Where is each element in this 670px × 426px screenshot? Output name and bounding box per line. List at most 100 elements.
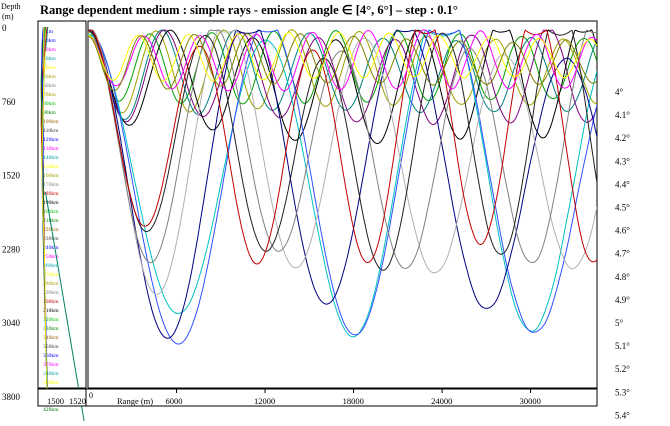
velocity-profile-panel: 0km 10km 20km 30km 40km 50km 60km 70km 80km 90km 1… — [37, 20, 87, 426]
angle-label: 4° — [615, 87, 624, 97]
profile-range-label: 20km — [43, 47, 56, 53]
profile-range-label: 350km — [43, 344, 59, 350]
profile-range-label: 90km — [43, 110, 56, 116]
angle-label: 4.2° — [615, 133, 630, 143]
ray-path-5.4° — [88, 33, 597, 91]
angle-label: 4.6° — [615, 226, 630, 236]
ray-path-5.2° — [88, 29, 597, 92]
depth-tick-label: 0 — [2, 23, 7, 33]
ray-plot-panel — [87, 20, 598, 389]
profile-range-label: 260km — [43, 263, 59, 269]
ray-path-4.5° — [88, 29, 597, 338]
profile-range-label: 390km — [43, 380, 59, 386]
range-tick-label: 24000 — [431, 396, 452, 406]
profile-range-label: 360km — [43, 353, 59, 359]
ray-path-4.6° — [88, 29, 597, 345]
ray-path-4.2° — [88, 29, 597, 120]
depth-tick-label: 760 — [2, 97, 16, 107]
profile-range-label: 10km — [43, 38, 56, 44]
velocity-tick-label: 1520 — [69, 396, 86, 406]
profile-range-label: 200km — [43, 209, 59, 215]
ray-path-4.3° — [88, 29, 597, 126]
range-origin-label: 0 — [89, 391, 93, 400]
profile-range-label: 340km — [43, 335, 59, 341]
ray-path-4.4° — [88, 29, 597, 144]
ray-path-5° — [88, 29, 597, 271]
profile-range-label: 180km — [43, 191, 59, 197]
range-axis-label: Range (m) — [117, 396, 153, 406]
profile-range-label: 300km — [43, 299, 59, 305]
profile-range-label: 230km — [43, 236, 59, 242]
profile-range-label: 310km — [43, 308, 59, 314]
profile-range-label: 320km — [43, 317, 59, 323]
profile-range-label: 330km — [43, 326, 59, 332]
angle-label: 5.4° — [615, 410, 630, 420]
profile-range-label: 210km — [43, 218, 59, 224]
profile-range-label: 130km — [43, 146, 59, 152]
sound-speed-profile — [41, 26, 48, 397]
angle-legend: 4° 4.1° 4.2° 4.3° 4.4° 4.5° 4.6° 4.7° 4.8° 4.9° 5°… — [615, 87, 630, 420]
profile-range-label: 140km — [43, 155, 59, 161]
angle-label: 5.2° — [615, 364, 630, 374]
depth-tick-label: 3800 — [2, 392, 21, 402]
ray-path-5.1° — [88, 29, 597, 265]
profile-range-label: 120km — [43, 137, 59, 143]
axis-strip-frame — [37, 388, 598, 407]
profile-range-label: 0km — [43, 29, 54, 35]
profile-range-label: 170km — [43, 182, 59, 188]
profile-range-label: 150km — [43, 164, 59, 170]
angle-label: 4.9° — [615, 295, 630, 305]
angle-label: 5.3° — [615, 387, 630, 397]
profile-range-label: 70km — [43, 92, 56, 98]
profile-range-label: 240km — [43, 245, 59, 251]
angle-label: 5.1° — [615, 341, 630, 351]
angle-label: 4.5° — [615, 203, 630, 213]
velocity-tick-label: 1500 — [47, 396, 64, 406]
range-tick-label: 12000 — [254, 396, 275, 406]
profile-range-label: 110km — [43, 128, 59, 134]
profile-range-label: 270km — [43, 272, 59, 278]
angle-label: 4.7° — [615, 249, 630, 259]
chart-title: Range dependent medium : simple rays - e… — [40, 3, 458, 17]
ray-path-4° — [88, 30, 597, 105]
angle-label: 5° — [615, 318, 624, 328]
ray-path-4.1° — [88, 29, 597, 114]
profile-range-label: 50km — [43, 74, 56, 80]
profile-range-label: 190km — [43, 200, 59, 206]
angle-label: 4.1° — [615, 110, 630, 120]
depth-axis-label-line1: Depth — [1, 2, 21, 11]
profile-range-label: 370km — [43, 362, 59, 368]
angle-label: 4.8° — [615, 272, 630, 282]
profile-range-label: 220km — [43, 227, 59, 233]
angle-label: 4.3° — [615, 156, 630, 166]
depth-tick-label: 3040 — [2, 318, 21, 328]
range-tick-label: 18000 — [343, 396, 364, 406]
ray-path-4.8° — [88, 29, 597, 295]
ray-path-5.3° — [88, 32, 597, 82]
profile-range-label: 80km — [43, 101, 56, 107]
ray-path-4.9° — [88, 29, 597, 269]
profile-range-label: 100km — [43, 119, 59, 125]
sound-speed-profile-deep — [44, 191, 86, 426]
profile-range-label: 380km — [43, 371, 59, 377]
profile-range-label: 40km — [43, 65, 56, 71]
ray-path-4.7° — [88, 29, 597, 339]
profile-range-label: 420km — [43, 407, 59, 413]
range-tick-label: 30000 — [520, 396, 541, 406]
profile-range-label: 250km — [43, 254, 59, 260]
profile-range-label: 60km — [43, 83, 56, 89]
profile-range-label: 290km — [43, 290, 59, 296]
depth-axis-ticks: 0 760 1520 2280 3040 3800 — [2, 23, 21, 402]
profile-range-label: 280km — [43, 281, 59, 287]
depth-tick-label: 2280 — [2, 244, 21, 254]
rays-group — [88, 29, 597, 345]
depth-axis-label-line2: (m) — [2, 12, 14, 21]
angle-label: 4.4° — [615, 179, 630, 189]
profile-range-label: 30km — [43, 56, 56, 62]
plot-frame — [87, 20, 598, 389]
profile-range-label: 160km — [43, 173, 59, 179]
range-tick-label: 6000 — [166, 396, 183, 406]
